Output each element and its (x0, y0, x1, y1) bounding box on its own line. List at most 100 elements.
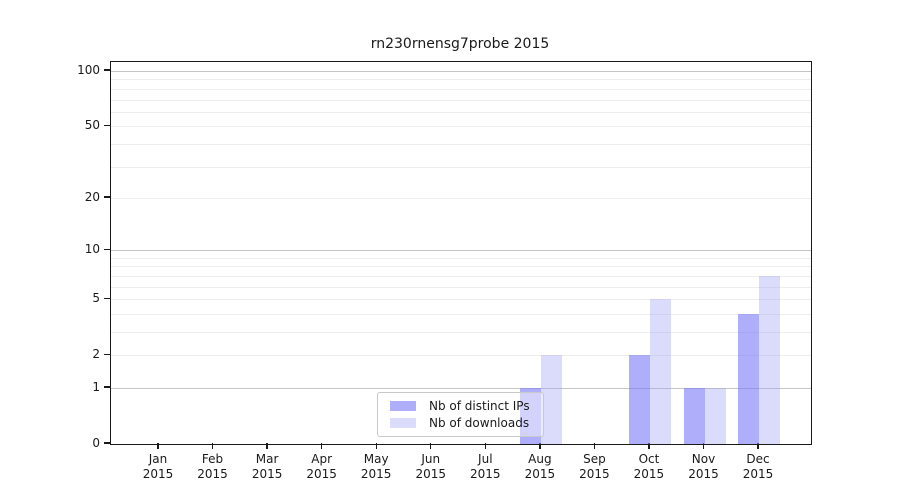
gridline-minor-5 (111, 299, 811, 301)
x-tick-label-may: May 2015 (344, 452, 408, 482)
gridline-minor-2 (111, 355, 811, 357)
x-tick-month-oct: Oct (638, 452, 660, 466)
bar-distinct-ips-aug (519, 387, 541, 444)
x-tick-jul (484, 443, 486, 449)
x-tick-mar (266, 443, 268, 449)
bar-distinct-ips-dec (738, 313, 760, 444)
x-tick-year-may: 2015 (360, 467, 392, 481)
x-tick-label-dec: Dec 2015 (726, 452, 790, 482)
gridline-minor-30 (111, 166, 811, 168)
bar-distinct-ips-oct (628, 355, 650, 444)
x-tick-label-oct: Oct 2015 (617, 452, 681, 482)
gridline-minor-8 (111, 266, 811, 268)
x-tick-year-aug: 2015 (524, 467, 556, 481)
x-tick-month-mar: Mar (255, 452, 279, 466)
y-tick-label-1: 1 (92, 379, 100, 394)
x-tick-year-oct: 2015 (633, 467, 665, 481)
gridline-minor-9 (111, 257, 811, 259)
legend-swatch-distinct-ips (390, 401, 416, 411)
gridline-minor-80 (111, 88, 811, 90)
legend: Nb of distinct IPs Nb of downloads (377, 392, 544, 437)
chart-title: rn230rnensg7probe 2015 (370, 36, 550, 52)
x-tick-label-jan: Jan 2015 (126, 452, 190, 482)
x-tick-year-jun: 2015 (415, 467, 447, 481)
y-tick-label-20: 20 (84, 189, 100, 204)
x-tick-year-jan: 2015 (142, 467, 174, 481)
bar-downloads-nov (704, 387, 726, 444)
gridline-minor-90 (111, 79, 811, 81)
x-tick-month-jun: Jun (421, 452, 441, 466)
y-tick-label-0: 0 (92, 436, 100, 450)
x-tick-label-jul: Jul 2015 (453, 452, 517, 482)
x-tick-month-nov: Nov (691, 452, 716, 466)
y-tick-label-10: 10 (84, 242, 100, 257)
y-tick-label-50: 50 (84, 118, 100, 133)
y-tick-label-5: 5 (92, 291, 100, 306)
x-tick-year-sep: 2015 (579, 467, 610, 481)
gridline-minor-7 (111, 275, 811, 277)
gridline-minor-60 (111, 111, 811, 113)
x-tick-oct (648, 443, 650, 449)
legend-label-distinct-ips: Nb of distinct IPs (429, 399, 530, 413)
x-tick-label-feb: Feb 2015 (181, 452, 245, 482)
gridline-minor-4 (111, 313, 811, 315)
gridline-minor-50 (111, 126, 811, 128)
gridline-major-1 (111, 387, 811, 389)
y-tick-10 (104, 248, 110, 250)
y-tick-50 (104, 124, 110, 126)
x-tick-label-nov: Nov 2015 (672, 452, 736, 482)
x-tick-month-apr: Apr (311, 452, 333, 466)
y-tick-1 (104, 386, 110, 388)
gridline-minor-70 (111, 99, 811, 101)
x-tick-label-aug: Aug 2015 (508, 452, 572, 482)
x-tick-apr (320, 443, 323, 449)
y-tick-20 (104, 196, 110, 198)
x-tick-month-aug: Aug (528, 452, 552, 466)
x-tick-month-feb: Feb (201, 452, 224, 466)
x-tick-aug (539, 443, 541, 449)
plot-area (110, 61, 812, 445)
x-tick-label-jun: Jun 2015 (399, 452, 463, 482)
gridline-minor-20 (111, 197, 811, 199)
x-tick-label-apr: Apr 2015 (290, 452, 354, 482)
gridline-minor-6 (111, 286, 811, 288)
x-tick-year-mar: 2015 (251, 467, 283, 481)
x-tick-jun (430, 443, 432, 449)
x-tick-feb (211, 443, 214, 449)
x-tick-month-jan: Jan (148, 452, 168, 466)
x-tick-year-feb: 2015 (197, 467, 228, 481)
y-tick-2 (104, 353, 110, 355)
gridline-major-10 (111, 250, 811, 252)
x-tick-label-mar: Mar 2015 (235, 452, 299, 482)
y-tick-label-2: 2 (92, 347, 100, 362)
x-tick-may (375, 443, 377, 449)
legend-entry-downloads: Nb of downloads (386, 416, 535, 430)
y-tick-5 (104, 297, 110, 299)
gridline-minor-3 (111, 331, 811, 333)
x-tick-sep (593, 443, 596, 449)
x-tick-year-jul: 2015 (470, 467, 501, 481)
bar-downloads-aug (540, 355, 562, 444)
x-tick-month-jul: Jul (478, 452, 493, 466)
y-tick-label-100: 100 (77, 63, 100, 78)
x-tick-nov (702, 443, 705, 449)
y-tick-0 (104, 442, 110, 444)
x-tick-dec (757, 443, 759, 449)
bar-downloads-oct (649, 299, 671, 444)
x-tick-month-sep: Sep (583, 452, 606, 466)
x-tick-month-may: May (363, 452, 389, 466)
legend-swatch-downloads (390, 418, 416, 428)
x-tick-year-dec: 2015 (742, 467, 774, 481)
gridline-major-100 (111, 71, 811, 73)
gridline-minor-40 (111, 143, 811, 145)
bar-downloads-dec (759, 275, 781, 444)
x-tick-jan (157, 443, 159, 449)
bar-distinct-ips-nov (683, 387, 705, 444)
x-tick-year-nov: 2015 (688, 467, 719, 481)
x-tick-month-dec: Dec (746, 452, 770, 466)
y-tick-100 (104, 69, 110, 71)
legend-entry-distinct-ips: Nb of distinct IPs (386, 399, 535, 413)
x-tick-year-apr: 2015 (306, 467, 337, 481)
x-tick-label-sep: Sep 2015 (562, 452, 626, 482)
